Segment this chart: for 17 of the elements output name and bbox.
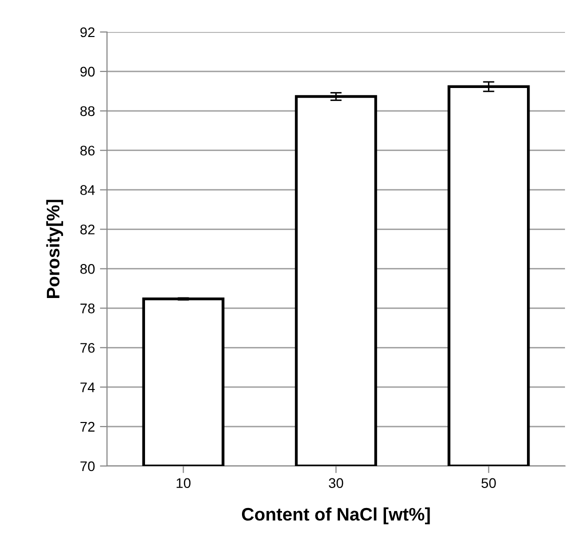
y-tick-label: 72 — [80, 422, 94, 432]
y-tick-label: 82 — [80, 224, 94, 234]
y-axis-title: Porosity[%] — [46, 200, 64, 298]
y-tick-label: 88 — [80, 106, 95, 116]
x-tick-label: 50 — [482, 478, 496, 488]
y-tick-label: 90 — [80, 66, 95, 77]
x-axis-title: Content of NaCl [wt%] — [242, 507, 430, 524]
y-tick-label: 74 — [80, 382, 95, 392]
x-tick-label: 10 — [176, 478, 191, 488]
y-tick-label: 70 — [80, 461, 95, 472]
x-tick-label: 30 — [328, 478, 344, 488]
y-tick-label: 92 — [80, 27, 94, 38]
y-tick-label: 84 — [80, 185, 95, 195]
y-tick-label: 76 — [80, 342, 95, 353]
y-tick-label: 86 — [80, 146, 95, 156]
y-tick-label: 80 — [80, 264, 95, 274]
y-tick-label: 78 — [80, 304, 95, 314]
